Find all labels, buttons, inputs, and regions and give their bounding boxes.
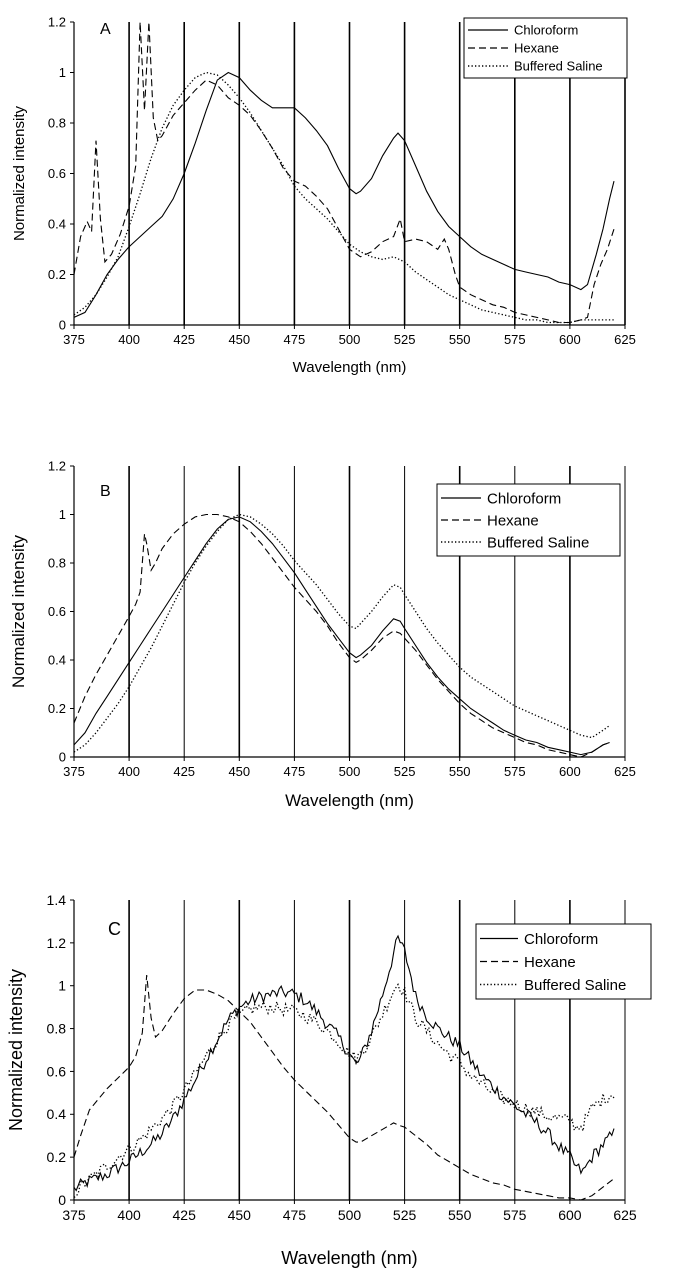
legend-label: Hexane xyxy=(487,512,539,529)
legend-label: Chloroform xyxy=(487,490,561,507)
x-axis-label: Wavelength (nm) xyxy=(293,359,407,376)
y-tick-label: 1.2 xyxy=(47,935,67,951)
x-tick-label: 600 xyxy=(559,764,581,779)
panel-c: 0 0.2 0.4 0.6 0.8 1 1.2 1.4 375 400 425 450 475 500 52… xyxy=(6,892,652,1268)
x-tick-label: 575 xyxy=(504,764,526,779)
x-tick-label: 425 xyxy=(173,1207,197,1223)
series-line-hexane xyxy=(74,513,610,757)
x-tick-label: 550 xyxy=(449,332,471,347)
series-line-chloroform xyxy=(74,934,615,1192)
legend-label: Buffered Saline xyxy=(487,534,589,551)
legend-label: Buffered Saline xyxy=(514,59,603,74)
x-axis-label: Wavelength (nm) xyxy=(281,1248,417,1268)
y-tick-label: 1 xyxy=(58,978,66,994)
y-tick-label: 0.2 xyxy=(48,701,66,716)
x-tick-label: 450 xyxy=(228,332,250,347)
x-tick-label: 425 xyxy=(173,332,195,347)
y-tick-label: 1 xyxy=(59,65,66,80)
x-tick-label: 525 xyxy=(394,332,416,347)
y-tick-label: 0.6 xyxy=(48,604,66,619)
panel-letter: C xyxy=(108,919,121,939)
y-tick-label: 1.4 xyxy=(47,892,67,908)
y-tick-label: 0.4 xyxy=(47,1106,67,1122)
y-tick-label: 0 xyxy=(59,318,66,333)
x-tick-label: 425 xyxy=(173,764,195,779)
y-axis-label: Normalized intensity xyxy=(6,969,26,1131)
legend: Chloroform Hexane Buffered Saline xyxy=(475,923,652,1000)
y-tick-label: 1.2 xyxy=(48,15,66,30)
x-tick-label: 450 xyxy=(228,1207,252,1223)
y-tick-label: 0.4 xyxy=(48,217,66,232)
y-tick-label: 0 xyxy=(58,1192,66,1208)
series-line-buffered-saline xyxy=(74,71,614,324)
legend-label: Buffered Saline xyxy=(524,977,626,994)
legend: Chloroform Hexane Buffered Saline xyxy=(436,483,621,557)
x-tick-label: 575 xyxy=(503,1207,527,1223)
x-tick-label: 500 xyxy=(339,764,361,779)
legend-label: Hexane xyxy=(514,41,559,56)
panel-letter: B xyxy=(100,483,111,500)
y-tick-label: 0.2 xyxy=(47,1149,67,1165)
y-tick-label: 0.2 xyxy=(48,267,66,282)
series-line-chloroform xyxy=(74,516,610,756)
legend-label: Chloroform xyxy=(524,931,598,948)
x-tick-label: 500 xyxy=(338,1207,362,1223)
y-tick-label: 0.8 xyxy=(48,116,66,131)
x-tick-label: 475 xyxy=(284,332,306,347)
x-tick-label: 375 xyxy=(63,764,85,779)
y-tick-label: 0.4 xyxy=(48,653,66,668)
x-tick-label: 625 xyxy=(614,764,636,779)
x-tick-label: 400 xyxy=(117,1207,141,1223)
x-axis-label: Wavelength (nm) xyxy=(285,791,414,810)
x-tick-label: 625 xyxy=(613,1207,637,1223)
legend-label: Hexane xyxy=(524,954,576,971)
x-tick-label: 525 xyxy=(394,764,416,779)
series-line-hexane xyxy=(74,974,615,1200)
y-axis-label: Normalized intensity xyxy=(11,105,28,241)
y-tick-label: 0.8 xyxy=(47,1020,67,1036)
y-tick-label: 0.6 xyxy=(47,1063,67,1079)
legend-label: Chloroform xyxy=(514,23,578,38)
x-tick-label: 375 xyxy=(62,1207,86,1223)
series-line-chloroform xyxy=(74,71,615,318)
legend: Chloroform Hexane Buffered Saline xyxy=(463,17,628,79)
x-tick-label: 600 xyxy=(559,332,581,347)
y-tick-label: 0.6 xyxy=(48,166,66,181)
x-tick-label: 550 xyxy=(448,1207,472,1223)
series-line-hexane xyxy=(74,22,615,324)
x-tick-label: 600 xyxy=(558,1207,582,1223)
y-axis-label: Normalized intensity xyxy=(9,534,28,688)
x-tick-label: 375 xyxy=(63,332,85,347)
panel-letter: A xyxy=(100,21,111,38)
x-tick-label: 450 xyxy=(228,764,250,779)
x-tick-label: 500 xyxy=(339,332,361,347)
y-tick-label: 0.8 xyxy=(48,556,66,571)
x-tick-label: 400 xyxy=(118,764,140,779)
y-tick-label: 0 xyxy=(59,750,66,765)
x-tick-label: 400 xyxy=(118,332,140,347)
series-line-buffered-saline xyxy=(74,982,615,1198)
y-tick-label: 1 xyxy=(59,507,66,522)
x-tick-label: 625 xyxy=(614,332,636,347)
panel-a: 0 0.2 0.4 0.6 0.8 1 1.2 375 400 425 450 475 500 525 55… xyxy=(11,15,636,376)
x-tick-label: 475 xyxy=(284,764,306,779)
x-tick-label: 550 xyxy=(449,764,471,779)
x-tick-label: 525 xyxy=(393,1207,417,1223)
x-tick-label: 475 xyxy=(283,1207,307,1223)
x-tick-label: 575 xyxy=(504,332,526,347)
panel-b: 0 0.2 0.4 0.6 0.8 1 1.2 375 400 425 450 475 500 525 55… xyxy=(9,459,636,810)
y-tick-label: 1.2 xyxy=(48,459,66,474)
